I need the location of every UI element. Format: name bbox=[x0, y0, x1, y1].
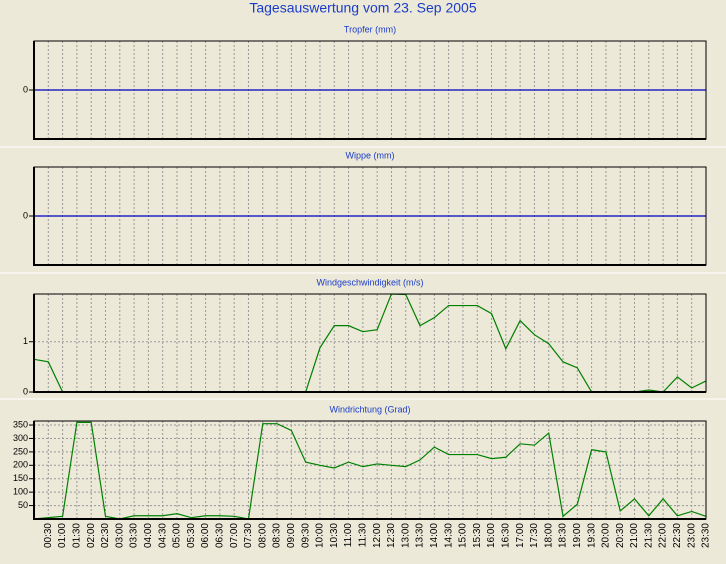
x-tick-label: 15:00 bbox=[458, 523, 469, 548]
x-tick-label: 18:00 bbox=[543, 523, 554, 548]
x-tick-label: 03:30 bbox=[129, 523, 140, 548]
x-tick-label: 11:30 bbox=[357, 523, 368, 548]
y-tick-label: 0 bbox=[23, 84, 28, 94]
axis-line bbox=[33, 167, 706, 266]
panel-title: Windgeschwindigkeit (m/s) bbox=[316, 277, 423, 287]
y-tick-label: 0 bbox=[23, 386, 28, 396]
y-tick-label: 350 bbox=[13, 419, 28, 429]
x-tick-label: 18:30 bbox=[558, 523, 569, 548]
x-tick-label: 12:00 bbox=[372, 523, 383, 548]
x-tick-label: 19:00 bbox=[572, 523, 583, 548]
x-tick-label: 15:30 bbox=[472, 523, 483, 548]
series-line bbox=[33, 421, 707, 520]
x-tick-label: 21:30 bbox=[643, 523, 654, 548]
x-tick-label: 01:00 bbox=[57, 523, 68, 548]
x-tick-label: 09:30 bbox=[300, 523, 311, 548]
x-tick-label: 14:30 bbox=[443, 523, 454, 548]
x-tick-label: 13:30 bbox=[415, 523, 426, 548]
x-tick-label: 07:00 bbox=[229, 523, 240, 548]
y-tick-label: 200 bbox=[13, 460, 28, 470]
x-tick-label: 21:00 bbox=[629, 523, 640, 548]
x-tick-label: 08:30 bbox=[272, 523, 283, 548]
x-tick-label: 11:00 bbox=[343, 523, 354, 548]
x-tick-label: 00:30 bbox=[43, 523, 54, 548]
x-tick-label: 23:00 bbox=[686, 523, 697, 548]
x-tick-label: 20:00 bbox=[601, 523, 612, 548]
x-tick-label: 14:00 bbox=[429, 523, 440, 548]
x-tick-label: 13:00 bbox=[400, 523, 411, 548]
x-tick-label: 03:00 bbox=[114, 523, 125, 548]
x-tick-label: 16:30 bbox=[500, 523, 511, 548]
x-tick-label: 20:30 bbox=[615, 523, 626, 548]
x-tick-label: 04:00 bbox=[143, 523, 154, 548]
y-tick-label: 150 bbox=[13, 473, 28, 483]
x-tick-label: 19:30 bbox=[586, 523, 597, 548]
x-tick-label: 22:00 bbox=[658, 523, 669, 548]
x-tick-label: 10:00 bbox=[315, 523, 326, 548]
panel-title: Windrichtung (Grad) bbox=[329, 404, 410, 414]
y-tick-label: 0 bbox=[23, 210, 28, 220]
x-tick-label: 05:30 bbox=[186, 523, 197, 548]
x-tick-label: 22:30 bbox=[672, 523, 683, 548]
x-tick-label: 08:00 bbox=[257, 523, 268, 548]
x-tick-label: 09:00 bbox=[286, 523, 297, 548]
x-tick-label: 06:00 bbox=[200, 523, 211, 548]
x-tick-label: 12:30 bbox=[386, 523, 397, 548]
y-tick-label: 300 bbox=[13, 433, 28, 443]
panel-title: Wippe (mm) bbox=[346, 150, 395, 160]
y-tick-label: 50 bbox=[18, 500, 28, 510]
x-tick-label: 23:30 bbox=[701, 523, 712, 548]
x-tick-label: 02:00 bbox=[86, 523, 97, 548]
axis-line bbox=[33, 421, 706, 520]
y-tick-label: 1 bbox=[23, 336, 28, 346]
axis-line bbox=[33, 41, 706, 140]
panel-title: Tropfer (mm) bbox=[344, 24, 396, 34]
x-tick-label: 06:30 bbox=[215, 523, 226, 548]
axis-line bbox=[33, 294, 706, 393]
x-tick-label: 01:30 bbox=[72, 523, 83, 548]
page-title: Tagesauswertung vom 23. Sep 2005 bbox=[249, 0, 476, 16]
x-tick-label: 17:30 bbox=[529, 523, 540, 548]
x-tick-label: 02:30 bbox=[100, 523, 111, 548]
y-tick-label: 250 bbox=[13, 446, 28, 456]
x-tick-label: 17:00 bbox=[515, 523, 526, 548]
x-tick-label: 10:30 bbox=[329, 523, 340, 548]
x-tick-label: 07:30 bbox=[243, 523, 254, 548]
x-tick-label: 05:00 bbox=[172, 523, 183, 548]
y-tick-label: 100 bbox=[13, 487, 28, 497]
x-tick-label: 04:30 bbox=[157, 523, 168, 548]
x-tick-label: 16:00 bbox=[486, 523, 497, 548]
